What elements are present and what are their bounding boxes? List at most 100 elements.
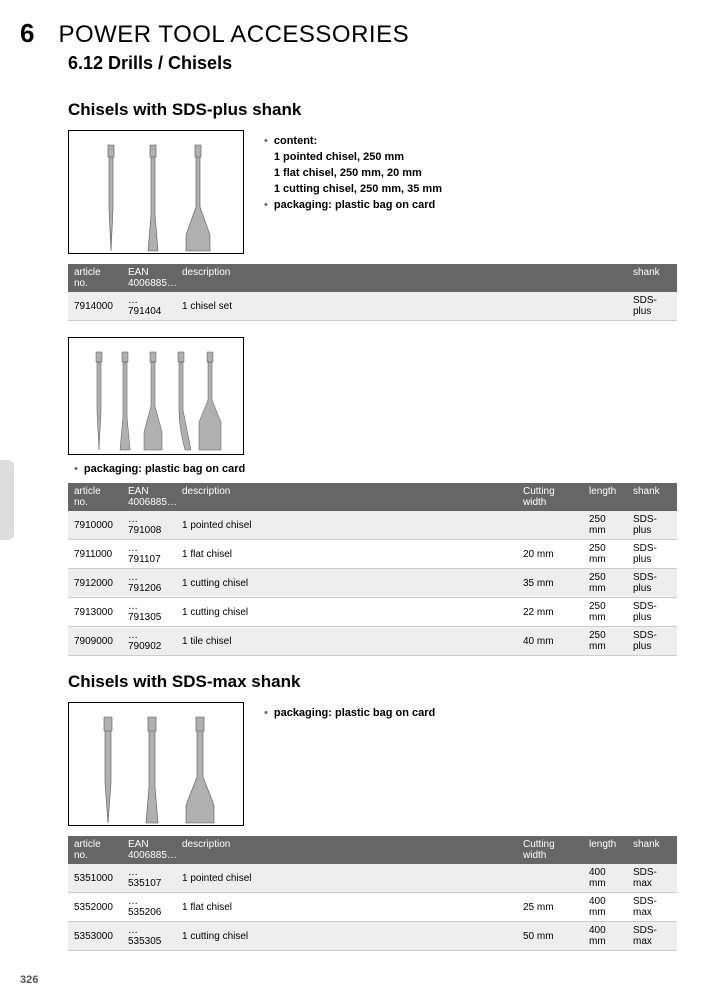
bullet-dot-icon: •: [264, 198, 268, 214]
pointed-chisel-icon: [90, 715, 126, 825]
bullet-label: packaging: plastic bag on card: [84, 463, 245, 475]
section1-table: article no. EAN 4006885… description sha…: [68, 264, 677, 321]
col-shank: shank: [627, 483, 677, 511]
cell: 250 mm: [583, 627, 627, 656]
cell: …791107: [122, 540, 176, 569]
cell: 1 cutting chisel: [176, 569, 517, 598]
bullet-dot-icon: •: [74, 463, 78, 475]
table-row: 5352000…5352061 flat chisel25 mm400 mmSD…: [68, 893, 677, 922]
cell: 400 mm: [583, 922, 627, 951]
table-row: 7914000 …791404 1 chisel set SDS-plus: [68, 292, 677, 321]
table-row: 7910000…7910081 pointed chisel250 mmSDS-…: [68, 511, 677, 540]
col-length: length: [583, 836, 627, 864]
col-cutting-width: Cutting width: [517, 836, 583, 864]
cell: 50 mm: [517, 922, 583, 951]
bullet-item: • packaging: plastic bag on card: [264, 198, 442, 214]
col-article: article no.: [68, 483, 122, 511]
bullet-lines: 1 pointed chisel, 250 mm 1 flat chisel, …: [274, 150, 442, 198]
cell: [517, 864, 583, 893]
table-row: 7911000…7911071 flat chisel20 mm250 mmSD…: [68, 540, 677, 569]
col-ean: EAN 4006885…: [122, 264, 176, 292]
cell: [517, 511, 583, 540]
cell: 7913000: [68, 598, 122, 627]
cell: 5353000: [68, 922, 122, 951]
col-description: description: [176, 264, 627, 292]
cell: SDS-max: [627, 922, 677, 951]
table-row: 5351000…5351071 pointed chisel 400 mmSDS-…: [68, 864, 677, 893]
cell: 7911000: [68, 540, 122, 569]
cell: 7909000: [68, 627, 122, 656]
cell: …791305: [122, 598, 176, 627]
flat-chisel-icon: [136, 143, 170, 253]
cell: SDS-plus: [627, 292, 677, 321]
col-shank: shank: [627, 264, 677, 292]
cell: …791404: [122, 292, 176, 321]
chapter-number: 6: [20, 18, 34, 49]
cell: 1 tile chisel: [176, 627, 517, 656]
table-row: 7913000…7913051 cutting chisel22 mm250 m…: [68, 598, 677, 627]
section1-product-row: • content: 1 pointed chisel, 250 mm 1 fl…: [68, 130, 677, 254]
bullet-item: • content: 1 pointed chisel, 250 mm 1 fl…: [264, 134, 442, 198]
cell: 1 chisel set: [176, 292, 627, 321]
cell: 250 mm: [583, 511, 627, 540]
cell: 25 mm: [517, 893, 583, 922]
flat-chisel-icon: [114, 350, 136, 454]
col-ean: EAN 4006885…: [122, 483, 176, 511]
section1-bullets: • content: 1 pointed chisel, 250 mm 1 fl…: [264, 130, 442, 214]
cell: 1 pointed chisel: [176, 511, 517, 540]
bullet-item: • packaging: plastic bag on card: [264, 706, 435, 722]
cell: 400 mm: [583, 864, 627, 893]
cell: …535107: [122, 864, 176, 893]
cell: SDS-plus: [627, 627, 677, 656]
cell: 1 flat chisel: [176, 540, 517, 569]
section2-image-3: [460, 337, 636, 455]
table-row: 7909000…7909021 tile chisel40 mm250 mmSD…: [68, 627, 677, 656]
spade-chisel-icon: [178, 715, 222, 825]
table-row: 5353000…5353051 cutting chisel50 mm400 m…: [68, 922, 677, 951]
cell: …790902: [122, 627, 176, 656]
cell: 250 mm: [583, 540, 627, 569]
cell: 35 mm: [517, 569, 583, 598]
cell: 5351000: [68, 864, 122, 893]
page-number: 326: [20, 974, 38, 986]
bullet-label: packaging: plastic bag on card: [274, 706, 435, 722]
section2-images: [68, 337, 677, 455]
section1-heading: Chisels with SDS-plus shank: [68, 100, 677, 120]
section-subtitle: 6.12 Drills / Chisels: [68, 53, 677, 74]
col-article: article no.: [68, 836, 122, 864]
cell: 1 cutting chisel: [176, 922, 517, 951]
table-row: 7912000…7912061 cutting chisel35 mm250 m…: [68, 569, 677, 598]
bullet-dot-icon: •: [264, 134, 268, 198]
bullet-label: content:: [274, 135, 317, 147]
col-description: description: [176, 836, 517, 864]
cell: …791206: [122, 569, 176, 598]
curved-chisel-icon: [170, 350, 192, 454]
pointed-chisel-icon: [94, 143, 128, 253]
cell: SDS-plus: [627, 540, 677, 569]
bullet-dot-icon: •: [264, 706, 268, 722]
cell: 7910000: [68, 511, 122, 540]
col-shank: shank: [627, 836, 677, 864]
section2-image-2: [264, 337, 440, 455]
cell: 7912000: [68, 569, 122, 598]
spade-chisel-icon: [140, 350, 166, 454]
cell: …791008: [122, 511, 176, 540]
content-area: Chisels with SDS-plus shank •: [68, 100, 677, 951]
cell: SDS-plus: [627, 569, 677, 598]
cell: 1 pointed chisel: [176, 864, 517, 893]
col-description: description: [176, 483, 517, 511]
col-ean: EAN 4006885…: [122, 836, 176, 864]
flat-chisel-icon: [134, 715, 170, 825]
section2-table: article no. EAN 4006885… description Cut…: [68, 483, 677, 656]
section3-image: [68, 702, 244, 826]
section2-image-1: [68, 337, 244, 455]
section2-bullet: • packaging: plastic bag on card: [74, 463, 677, 475]
cell: 20 mm: [517, 540, 583, 569]
cell: 40 mm: [517, 627, 583, 656]
chapter-header: 6 POWER TOOL ACCESSORIES: [20, 18, 677, 49]
side-tab: [0, 460, 14, 540]
cell: SDS-max: [627, 864, 677, 893]
cell: 250 mm: [583, 569, 627, 598]
col-length: length: [583, 483, 627, 511]
cell: 7914000: [68, 292, 122, 321]
